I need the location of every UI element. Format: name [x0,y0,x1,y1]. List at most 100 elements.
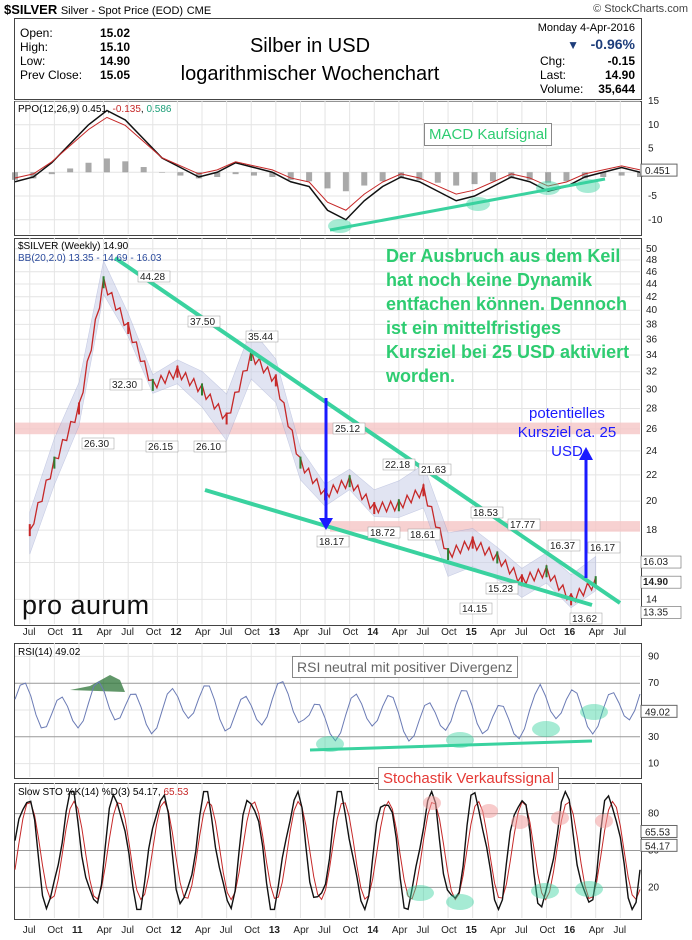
x-tick-label: 11 [72,627,83,638]
x-tick-label-bottom: Jul [23,925,36,936]
x-tick-label-bottom: 16 [564,925,576,936]
x-tick-label: Jul [318,627,331,638]
right-label: Last: [540,68,567,82]
sto-bottom-highlight [531,883,559,899]
x-tick-label: Jul [416,627,429,638]
sto-top-highlight [595,814,613,828]
price-point-label: 26.10 [196,442,221,453]
price-point-label: 26.15 [148,442,173,453]
x-tick-label-bottom: Apr [392,925,408,936]
brand-label: © StockCharts.com [593,3,688,15]
y-tick-label: 14 [646,594,658,605]
x-tick-label: Oct [343,627,359,638]
rsi-annotation: RSI neutral mit positiver Divergenz [292,656,518,678]
sto-annotation: Stochastik Verkaufssignal [378,767,559,790]
sto-top-highlight [480,804,498,818]
price-legend: $SILVER (Weekly) 14.90 [18,241,129,252]
x-tick-label-bottom: Jul [220,925,233,936]
rsi-last-box [640,704,678,718]
arrow-head-down [319,518,333,530]
price-point-label-box [245,330,279,343]
ohlc-label: Open: [20,26,53,40]
price-line [29,277,597,604]
x-tick-label-bottom: Oct [47,925,63,936]
price-point-label-box [418,463,452,476]
y-tick-label: 34 [646,350,658,361]
y-tick-label: 22 [646,470,658,481]
ppo-last-label: 0.451 [645,166,670,177]
x-tick-label-bottom: Apr [589,925,605,936]
x-tick-label: Oct [146,627,162,638]
ohlc-table: Open: 15.02 High: 15.10 Low: 14.90 Prev Close:… [20,26,130,82]
x-tick-label: Oct [47,627,63,638]
ppo-highlight [466,197,490,211]
sto-bottom-highlight [575,881,603,897]
x-tick-label-bottom: Oct [343,925,359,936]
x-tick-label: Oct [441,627,457,638]
price-point-label: 18.53 [473,508,498,519]
x-tick-label: 12 [170,627,182,638]
right-label: Chg: [540,54,566,68]
y-tick-label: 40 [646,305,658,316]
header-date: Monday 4-Apr-2016 [537,22,635,34]
right-row: Chg: -0.15 [540,54,635,68]
y-tick-label: 36 [646,334,658,345]
wedge-lower-line [204,488,593,607]
ppo-tick-label: -5 [648,191,657,202]
ppo-signal-line [14,116,641,211]
ohlc-value: 14.90 [99,54,130,68]
sto-bottom-highlight [406,885,434,901]
arrow-head-up [579,447,593,460]
price-point-label-box [109,378,143,391]
ppo-tick-label: 5 [648,144,654,155]
title-line1: Silber in USD [249,35,371,57]
sto-top-highlight [511,815,529,829]
rsi-last-label: 49.02 [645,707,670,718]
chart-symbol: $SILVER Silver - Spot Price (EOD) CME [4,2,212,17]
title-box: Silber in USD logarithmischer Wochenchar… [180,32,440,88]
sto-last-label2: 54.17 [645,841,670,852]
sto-legend: Slow STO %K(14) %D(3) 54.17, 65.53 [18,787,189,798]
price-point-label-box [407,528,441,541]
macd-annotation: MACD Kaufsignal [424,123,553,146]
price-point-label-box [81,437,115,450]
right-price-label: 16.03 [643,557,668,568]
x-tick-label: Apr [195,627,211,638]
x-tick-label: Apr [97,627,113,638]
change-pct: ▼ -0.96% [567,36,635,52]
right-price-box [640,575,682,589]
price-point-label: 13.62 [572,614,597,625]
price-point-label-box [382,458,416,471]
ppo-legend: PPO(12,26,9) 0.451, -0.135, 0.586 [18,104,172,115]
rsi-highlight [580,704,608,720]
y-tick-label: 42 [646,292,658,303]
wedge-upper-line [113,256,622,605]
y-tick-label: 46 [646,267,658,278]
bollinger-band [29,259,597,609]
price-point-label-box [547,539,581,552]
down-arrow-icon: ▼ [567,38,579,52]
x-tick-label-bottom: 11 [72,925,83,936]
sto-top-highlight [423,796,441,810]
ppo-tick-label: -10 [648,215,663,226]
ohlc-value: 15.05 [99,68,130,82]
price-point-label: 18.72 [370,528,395,539]
price-point-label: 18.17 [319,537,344,548]
right-price-box [640,555,682,569]
rsi-highlight [532,721,560,737]
price-annotation: Der Ausbruch aus dem Keil hat noch keine… [386,246,630,386]
y-tick-label: 18 [646,525,658,536]
ppo-highlight [328,219,352,233]
ohlc-row: Low: 14.90 [20,54,130,68]
right-price-box [640,606,682,619]
y-tick-label: 26 [646,424,658,435]
rsi-tick-label: 10 [648,759,660,770]
x-tick-label-bottom: Apr [490,925,506,936]
header-box [14,18,642,100]
x-tick-label-bottom: Jul [613,925,626,936]
price-point-label-box [459,602,493,615]
price-point-label: 44.28 [140,272,165,283]
price-point-label: 17.77 [510,520,535,531]
x-tick-label-bottom: 14 [367,925,379,936]
